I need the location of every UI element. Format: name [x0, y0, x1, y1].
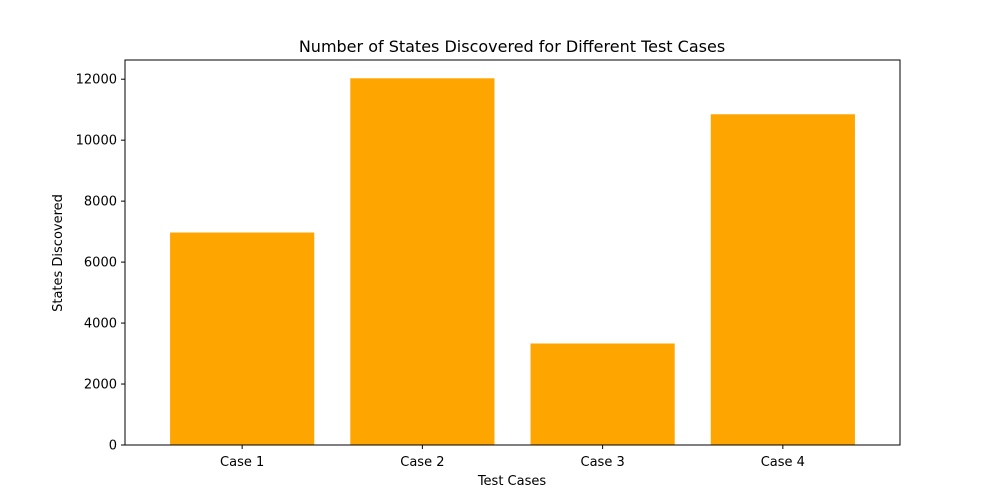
y-axis-label: States Discovered	[51, 194, 66, 312]
x-tick-label: Case 4	[761, 455, 805, 470]
bar-case-4	[710, 114, 855, 445]
y-tick-label: 10000	[76, 134, 117, 149]
x-axis-ticks: Case 1 Case 2 Case 3 Case 4	[220, 445, 805, 470]
x-tick-label: Case 3	[581, 455, 625, 470]
y-tick-label: 12000	[76, 73, 117, 88]
x-tick-label: Case 2	[400, 455, 444, 470]
chart-title: Number of States Discovered for Differen…	[299, 37, 725, 56]
y-tick-label: 2000	[84, 378, 117, 393]
y-tick-label: 0	[109, 439, 117, 454]
bar-case-2	[350, 78, 495, 445]
y-tick-label: 4000	[84, 317, 117, 332]
bar-case-3	[530, 343, 675, 445]
y-tick-label: 6000	[84, 256, 117, 271]
bars-group	[170, 78, 855, 445]
x-tick-label: Case 1	[220, 455, 264, 470]
plot-frame	[124, 59, 901, 446]
x-axis-label: Test Cases	[477, 474, 547, 489]
y-axis-ticks: 0 2000 4000 6000 8000 10000 12000	[76, 73, 125, 454]
bar-case-1	[170, 232, 315, 445]
y-tick-label: 8000	[84, 195, 117, 210]
